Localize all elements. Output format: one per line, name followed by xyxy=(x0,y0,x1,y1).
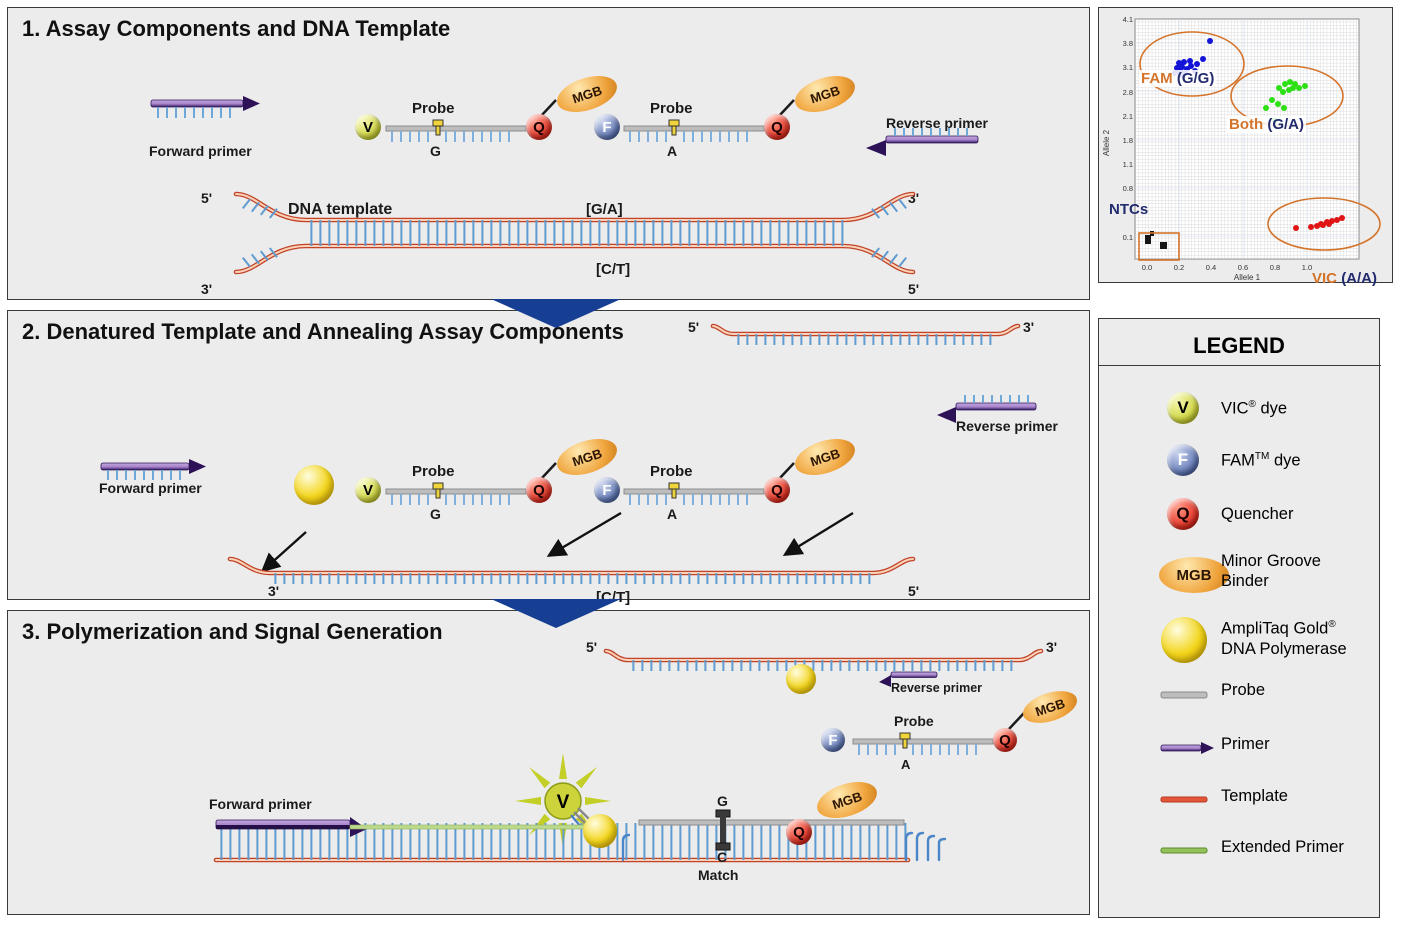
svg-text:Allele 1: Allele 1 xyxy=(1234,273,1261,282)
svg-text:3.8: 3.8 xyxy=(1123,39,1133,48)
svg-text:0.8: 0.8 xyxy=(1270,263,1280,272)
svg-text:3.1: 3.1 xyxy=(1123,63,1133,72)
svg-text:2.1: 2.1 xyxy=(1123,112,1133,121)
svg-text:0.4: 0.4 xyxy=(1206,263,1216,272)
svg-text:0.8: 0.8 xyxy=(1123,184,1133,193)
svg-text:0.6: 0.6 xyxy=(1238,263,1248,272)
svg-text:Allele 2: Allele 2 xyxy=(1102,129,1111,156)
svg-text:1.8: 1.8 xyxy=(1123,136,1133,145)
svg-text:0.2: 0.2 xyxy=(1174,263,1184,272)
svg-text:2.8: 2.8 xyxy=(1123,88,1133,97)
svg-text:0.1: 0.1 xyxy=(1123,233,1133,242)
svg-text:4.1: 4.1 xyxy=(1123,15,1133,24)
svg-text:0.0: 0.0 xyxy=(1142,263,1152,272)
svg-text:1.0: 1.0 xyxy=(1302,263,1312,272)
svg-text:1.1: 1.1 xyxy=(1123,160,1133,169)
